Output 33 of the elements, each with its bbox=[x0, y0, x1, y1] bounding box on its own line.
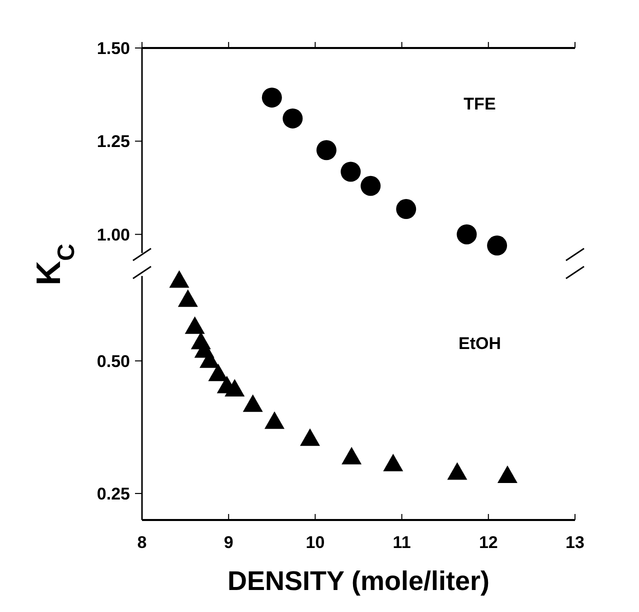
x-tick-label: 11 bbox=[392, 533, 411, 552]
x-tick-label: 10 bbox=[306, 533, 325, 552]
x-tick-label: 12 bbox=[478, 533, 498, 552]
text: EtOH bbox=[458, 334, 501, 354]
x-tick-label: 13 bbox=[566, 533, 584, 552]
point bbox=[456, 224, 477, 244]
point bbox=[342, 446, 362, 464]
y-tick-label: 0.50 bbox=[96, 352, 130, 371]
x-axis-title: DENSITY (mole/liter) bbox=[227, 566, 490, 596]
point bbox=[487, 236, 508, 256]
point bbox=[340, 162, 361, 182]
x-tick-label: 8 bbox=[137, 533, 147, 552]
point bbox=[383, 454, 404, 472]
point bbox=[178, 289, 198, 307]
point bbox=[447, 462, 468, 480]
y-tick-label: 1.50 bbox=[96, 38, 130, 58]
point bbox=[300, 428, 320, 446]
point bbox=[262, 88, 282, 108]
point bbox=[242, 394, 263, 412]
point bbox=[316, 140, 336, 160]
y-tick-label: 0.25 bbox=[96, 484, 130, 504]
point bbox=[396, 199, 416, 220]
point bbox=[497, 465, 518, 483]
point bbox=[282, 108, 303, 128]
y-tick-label: 1.25 bbox=[96, 132, 130, 152]
point bbox=[224, 378, 245, 396]
point bbox=[264, 411, 284, 429]
y-tick-label: 1.00 bbox=[96, 225, 130, 244]
point bbox=[184, 316, 205, 334]
point bbox=[360, 176, 381, 196]
point bbox=[169, 270, 190, 288]
text: TFE bbox=[464, 94, 496, 114]
x-tick-label: 9 bbox=[224, 533, 234, 552]
